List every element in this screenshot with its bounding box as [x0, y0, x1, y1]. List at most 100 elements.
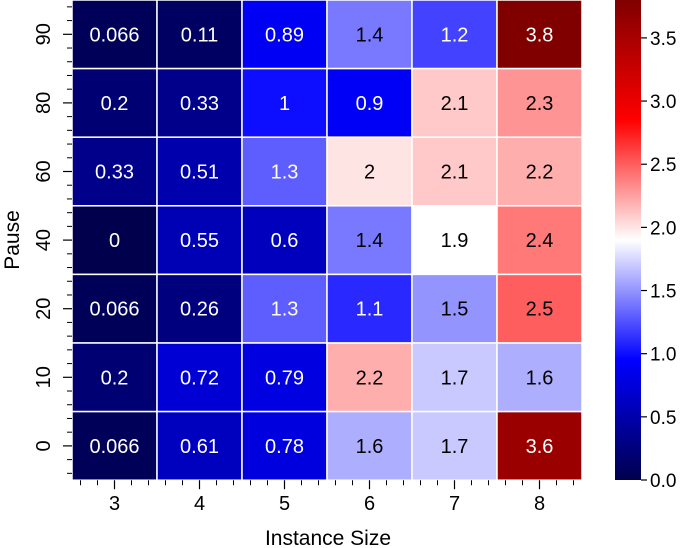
heatmap-cell	[156, 205, 243, 276]
y-tick-label: 0	[33, 440, 55, 451]
x-tick-label: 3	[109, 493, 120, 515]
colorbar-tick-label: 2.0	[650, 218, 676, 239]
cell-value-label: 0	[109, 230, 120, 252]
cell-value-label: 0.89	[265, 24, 304, 46]
cell-value-label: 0.066	[89, 436, 139, 458]
cell-value-label: 1.3	[271, 299, 299, 321]
heatmap-cell	[156, 273, 243, 344]
cell-value-label: 1.9	[441, 230, 469, 252]
cell-value-label: 0.2	[101, 93, 129, 115]
x-axis-label: Instance Size	[265, 527, 391, 548]
heatmap-cell	[71, 273, 158, 344]
cell-value-label: 0.26	[180, 299, 219, 321]
cell-value-label: 0.066	[89, 299, 139, 321]
y-tick-label: 40	[33, 229, 55, 251]
cell-value-label: 1.6	[526, 367, 554, 389]
x-tick-label: 4	[194, 493, 205, 515]
cell-value-label: 2.5	[526, 299, 554, 321]
heatmap-cell	[496, 342, 583, 413]
cell-value-label: 0.9	[356, 93, 384, 115]
colorbar-tick-label: 3.5	[650, 29, 676, 50]
cell-value-label: 0.61	[180, 436, 219, 458]
heatmap-cell	[241, 410, 328, 481]
heatmap-cell	[241, 0, 328, 70]
y-tick-label: 10	[33, 366, 55, 388]
cell-value-label: 0.51	[180, 162, 219, 184]
heatmap-cell	[496, 136, 583, 207]
x-tick-label: 7	[449, 493, 460, 515]
heatmap-cell	[71, 136, 158, 207]
cell-value-label: 1.6	[356, 436, 384, 458]
cell-value-label: 3.8	[526, 24, 554, 46]
cell-value-label: 1.7	[441, 436, 469, 458]
colorbar-tick-label: 1.5	[650, 282, 676, 303]
cell-value-label: 2.1	[441, 162, 469, 184]
cell-value-label: 0.79	[265, 367, 304, 389]
colorbar-tick-label: 1.0	[650, 345, 676, 366]
heatmap-cell	[326, 0, 413, 70]
heatmap-cell	[326, 205, 413, 276]
colorbar-tick-label: 2.5	[650, 155, 676, 176]
cell-value-label: 1.4	[356, 24, 384, 46]
heatmap-cell	[326, 410, 413, 481]
cell-value-label: 0.33	[95, 162, 134, 184]
heatmap-cell	[156, 136, 243, 207]
colorbar-tick-label: 3.0	[650, 92, 676, 113]
y-tick-label: 20	[33, 298, 55, 320]
heatmap-cell	[496, 410, 583, 481]
heatmap-cell	[156, 410, 243, 481]
cell-value-label: 2	[364, 162, 375, 184]
heatmap-cell	[496, 67, 583, 138]
cell-value-label: 1.5	[441, 299, 469, 321]
colorbar-ticks: 0.0 0.5 1.0 1.5 2.0 2.5 3.0 3.5	[641, 29, 676, 492]
heatmap-cell	[496, 205, 583, 276]
colorbar	[615, 0, 641, 480]
heatmap-cell	[496, 273, 583, 344]
heatmap-cell	[71, 205, 158, 276]
heatmap-cell	[241, 273, 328, 344]
cell-value-label: 0.55	[180, 230, 219, 252]
cell-value-label: 0.11	[181, 24, 218, 46]
heatmap-cell	[411, 205, 498, 276]
cell-value-label: 0.78	[265, 436, 304, 458]
cell-value-label: 2.3	[526, 93, 554, 115]
y-axis-label: Pause	[1, 210, 24, 270]
colorbar-tick-label: 0.0	[650, 471, 676, 492]
heatmap-cell	[241, 205, 328, 276]
heatmap-cell	[71, 67, 158, 138]
heatmap-cell	[496, 0, 583, 70]
cell-value-label: 2.4	[526, 230, 554, 252]
cell-value-label: 3.6	[526, 436, 554, 458]
y-tick-label: 90	[33, 23, 55, 45]
cell-value-label: 1.7	[441, 367, 469, 389]
heatmap-cell	[156, 67, 243, 138]
x-tick-label: 5	[279, 493, 290, 515]
cell-value-label: 0.066	[89, 24, 139, 46]
cell-value-label: 1.1	[356, 299, 384, 321]
heatmap-cell-labels: 0.066 0.11 0.89 1.4 1.2 3.8 0.2 0.33 1 0.9 2.1 2.3 0…	[89, 24, 553, 458]
heatmap-cell	[411, 136, 498, 207]
cell-value-label: 2.2	[356, 367, 384, 389]
cell-value-label: 0.72	[180, 367, 219, 389]
y-tick-label: 60	[33, 160, 55, 182]
cell-value-label: 0.33	[180, 93, 219, 115]
y-tick-label: 80	[33, 92, 55, 114]
colorbar-gradient	[615, 0, 641, 480]
x-tick-label: 6	[364, 493, 375, 515]
heatmap-cells	[71, 0, 583, 481]
cell-value-label: 1	[279, 93, 290, 115]
cell-value-label: 0.2	[101, 367, 129, 389]
x-axis-ticks: 3 4 5 6 7 8	[80, 480, 574, 515]
heatmap-cell	[156, 0, 243, 70]
x-tick-label: 8	[534, 493, 545, 515]
heatmap-cell	[241, 67, 328, 138]
cell-value-label: 0.6	[271, 230, 299, 252]
colorbar-tick-label: 0.5	[650, 408, 676, 429]
y-axis-ticks: 90 80 60 40 20 10 0	[33, 6, 72, 474]
heatmap-cell	[411, 0, 498, 70]
cell-value-label: 1.2	[441, 24, 469, 46]
heatmap-cell	[326, 136, 413, 207]
heatmap-cell	[156, 342, 243, 413]
cell-value-label: 1.4	[356, 230, 384, 252]
